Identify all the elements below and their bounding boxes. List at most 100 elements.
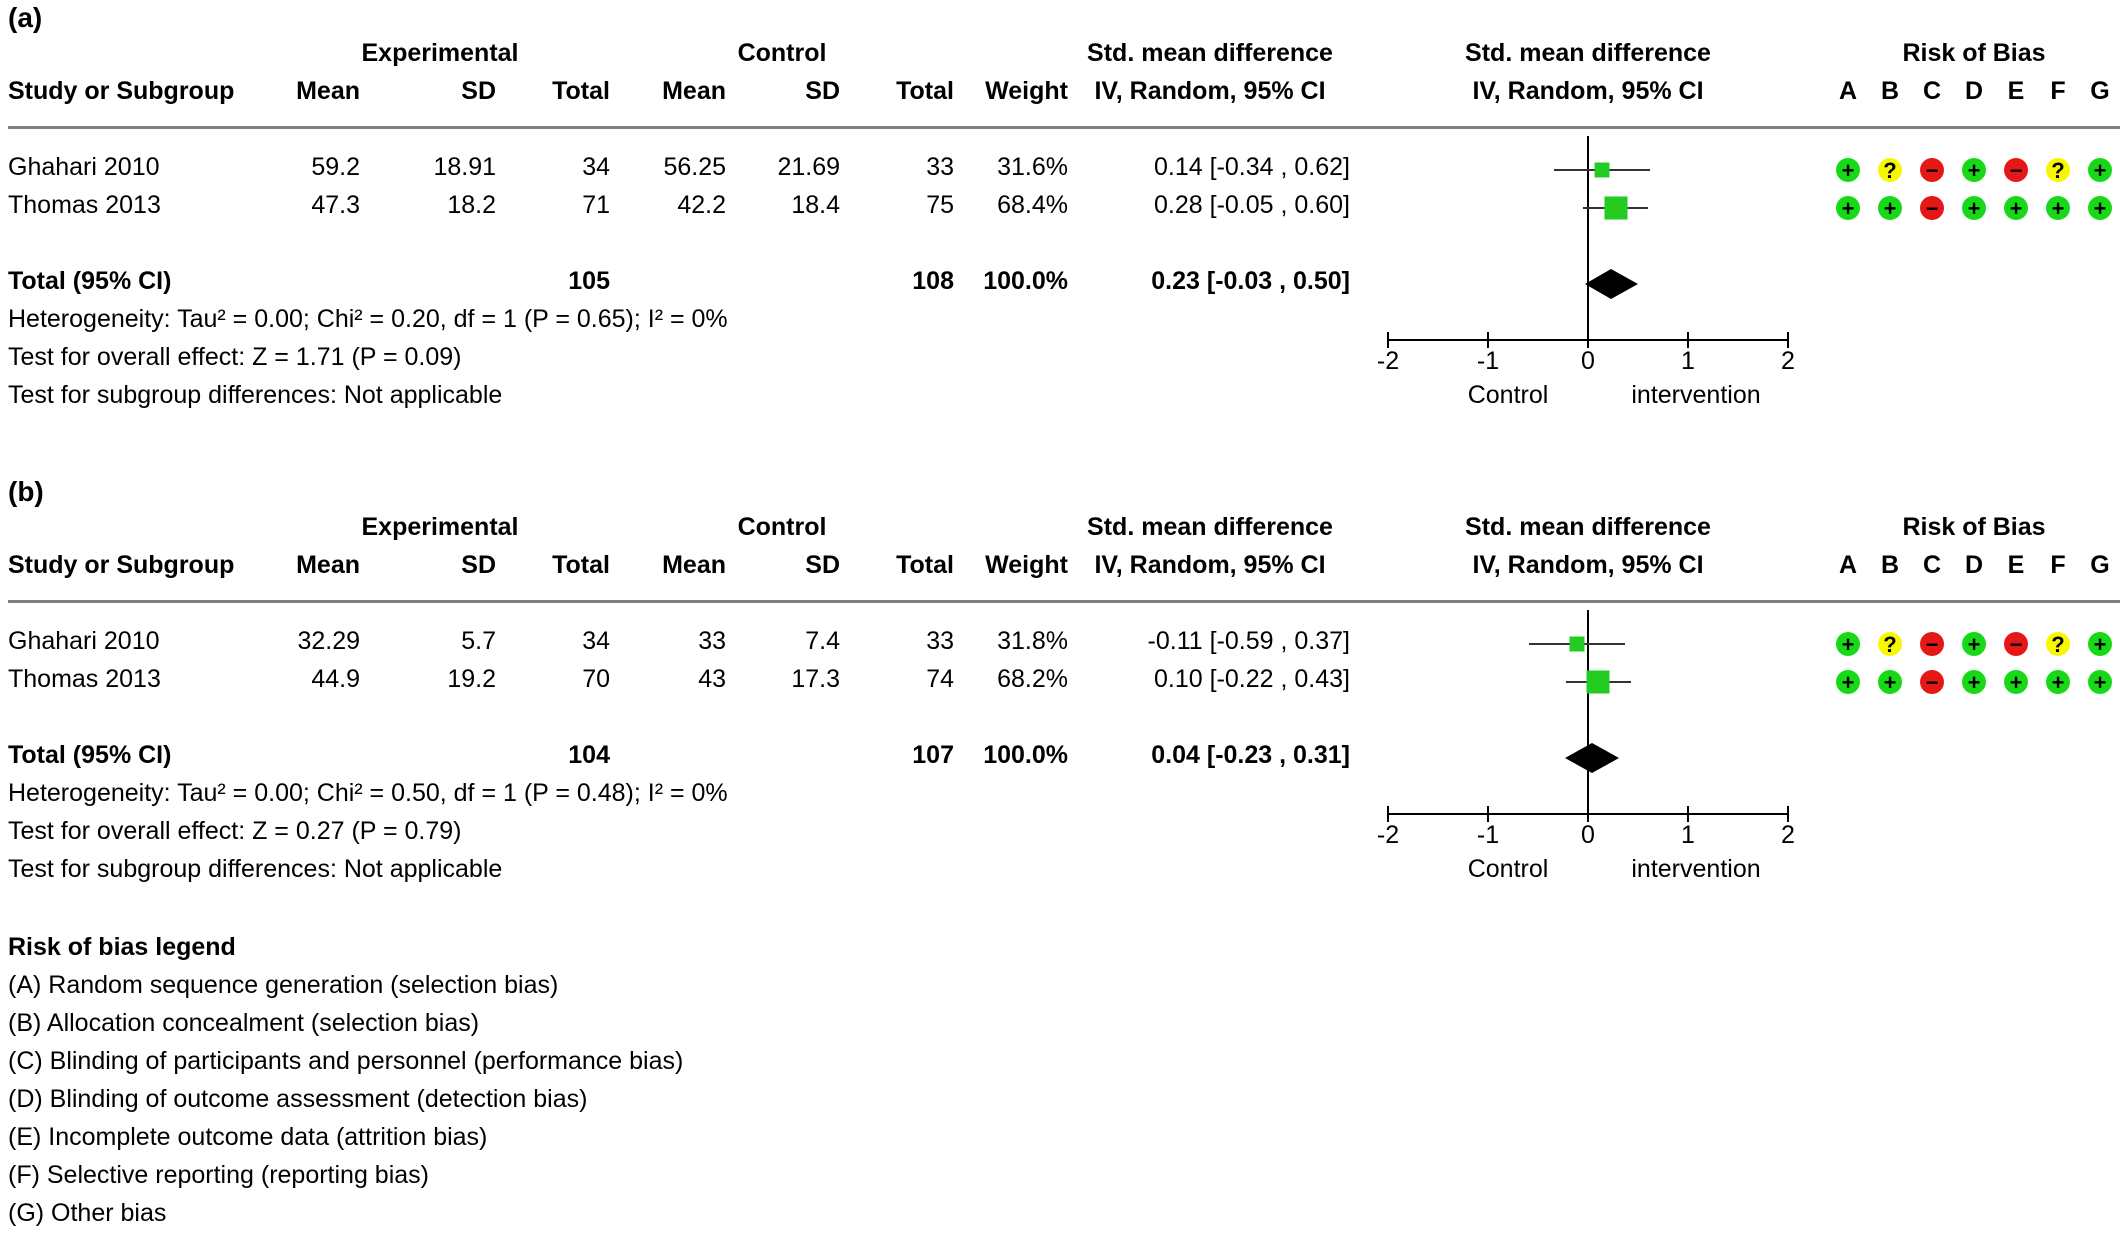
study-effect-square	[1594, 162, 1610, 178]
study-weight: 31.6%	[997, 153, 1068, 181]
header-mean-e: Mean	[296, 551, 360, 579]
header-control: Control	[737, 513, 827, 541]
header-study: Study or Subgroup	[8, 551, 235, 579]
header-weight: Weight	[985, 551, 1068, 579]
rob-high-dot	[2004, 632, 2028, 656]
header-mean-e: Mean	[296, 77, 360, 105]
panel-label: (b)	[8, 476, 44, 507]
study-sd-e: 18.2	[447, 191, 496, 219]
study-weight: 68.4%	[997, 191, 1068, 219]
rob-symbol: +	[1842, 670, 1855, 695]
header-smd-method: IV, Random, 95% CI	[1094, 551, 1326, 579]
rob-unclear-dot	[2046, 632, 2070, 656]
x-tick-label: 0	[1581, 347, 1595, 375]
study-sd-e: 19.2	[447, 665, 496, 693]
rob-symbol: +	[1842, 158, 1855, 183]
favours-intervention-label: intervention	[1631, 381, 1761, 409]
subgroup-differences-text: Test for subgroup differences: Not appli…	[8, 855, 503, 883]
rob-symbol: −	[1926, 632, 1939, 657]
rob-symbol: +	[1842, 632, 1855, 657]
favours-control-label: Control	[1467, 855, 1549, 883]
study-total-e: 70	[582, 665, 610, 693]
total-ci-text: 0.04 [-0.23 , 0.31]	[1151, 741, 1350, 769]
study-mean-e: 47.3	[311, 191, 360, 219]
header-sd-e: SD	[461, 77, 496, 105]
x-tick-label: 2	[1781, 347, 1795, 375]
header-total-e: Total	[552, 77, 610, 105]
header-risk-of-bias: Risk of Bias	[1902, 513, 2046, 541]
total-ci-text: 0.23 [-0.03 , 0.50]	[1151, 267, 1350, 295]
study-mean-c: 56.25	[663, 153, 726, 181]
rob-symbol: ?	[2051, 632, 2064, 657]
header-total-c: Total	[896, 77, 954, 105]
rob-symbol: ?	[1883, 632, 1896, 657]
x-tick-label: 0	[1581, 821, 1595, 849]
pooled-effect-diamond	[1565, 743, 1619, 773]
study-name: Ghahari 2010	[8, 153, 160, 181]
study-name: Thomas 2013	[8, 665, 161, 693]
study-sd-e: 18.91	[433, 153, 496, 181]
rob-high-dot	[1920, 196, 1944, 220]
rob-symbol: −	[2010, 158, 2023, 183]
rob-low-dot	[1962, 632, 1986, 656]
header-control: Control	[737, 39, 827, 67]
header-smd-method: IV, Random, 95% CI	[1094, 77, 1326, 105]
rob-low-dot	[2088, 632, 2112, 656]
total-label: Total (95% CI)	[8, 741, 172, 769]
subgroup-differences-text: Test for subgroup differences: Not appli…	[8, 381, 503, 409]
study-ci-text: 0.28 [-0.05 , 0.60]	[1154, 191, 1350, 219]
study-effect-square	[1586, 670, 1610, 694]
study-total-c: 33	[926, 153, 954, 181]
header-experimental: Experimental	[361, 513, 519, 541]
study-weight: 31.8%	[997, 627, 1068, 655]
rob-symbol: +	[2052, 196, 2065, 221]
rob-symbol: +	[2094, 196, 2107, 221]
rob-low-dot	[1962, 670, 1986, 694]
header-sd-c: SD	[805, 77, 840, 105]
header-study: Study or Subgroup	[8, 77, 235, 105]
favours-control-label: Control	[1467, 381, 1549, 409]
rob-domain-header: B	[1880, 77, 1900, 105]
study-mean-e: 32.29	[297, 627, 360, 655]
study-ci-text: 0.14 [-0.34 , 0.62]	[1154, 153, 1350, 181]
total-weight: 100.0%	[983, 741, 1068, 769]
x-tick-label: -2	[1376, 821, 1400, 849]
rob-symbol: +	[1884, 196, 1897, 221]
rob-low-dot	[1836, 632, 1860, 656]
rob-low-dot	[1878, 196, 1902, 220]
rob-low-dot	[1836, 670, 1860, 694]
rob-high-dot	[2004, 158, 2028, 182]
rob-low-dot	[2088, 158, 2112, 182]
rob-symbol: −	[2010, 632, 2023, 657]
rob-unclear-dot	[1878, 632, 1902, 656]
header-experimental: Experimental	[361, 39, 519, 67]
rob-unclear-dot	[2046, 158, 2070, 182]
header-total-c: Total	[896, 551, 954, 579]
header-sd-e: SD	[461, 551, 496, 579]
x-tick-label: 1	[1681, 347, 1695, 375]
total-label: Total (95% CI)	[8, 267, 172, 295]
rob-low-dot	[2004, 670, 2028, 694]
study-total-e: 71	[582, 191, 610, 219]
rob-low-dot	[2088, 196, 2112, 220]
header-smd: Std. mean difference	[1087, 39, 1333, 67]
rob-low-dot	[1962, 158, 1986, 182]
header-mean-c: Mean	[662, 77, 726, 105]
forest-plot-panel: (a) Experimental Control Std. mean differen…	[0, 0, 2128, 440]
study-total-c: 74	[926, 665, 954, 693]
forest-plot-panel: (b) Experimental Control Std. mean differen…	[0, 474, 2128, 914]
total-control: 108	[912, 267, 954, 295]
total-experimental: 105	[568, 267, 610, 295]
study-effect-square	[1604, 196, 1628, 220]
rob-domain-header: G	[2090, 77, 2110, 105]
header-divider	[8, 600, 2120, 603]
study-total-e: 34	[582, 627, 610, 655]
legend-title: Risk of bias legend	[8, 933, 236, 961]
study-name: Thomas 2013	[8, 191, 161, 219]
rob-domain-header: A	[1838, 551, 1858, 579]
favours-intervention-label: intervention	[1631, 855, 1761, 883]
study-total-c: 33	[926, 627, 954, 655]
rob-symbol: +	[1884, 670, 1897, 695]
rob-symbol: +	[2094, 632, 2107, 657]
study-ci-text: -0.11 [-0.59 , 0.37]	[1147, 627, 1350, 655]
